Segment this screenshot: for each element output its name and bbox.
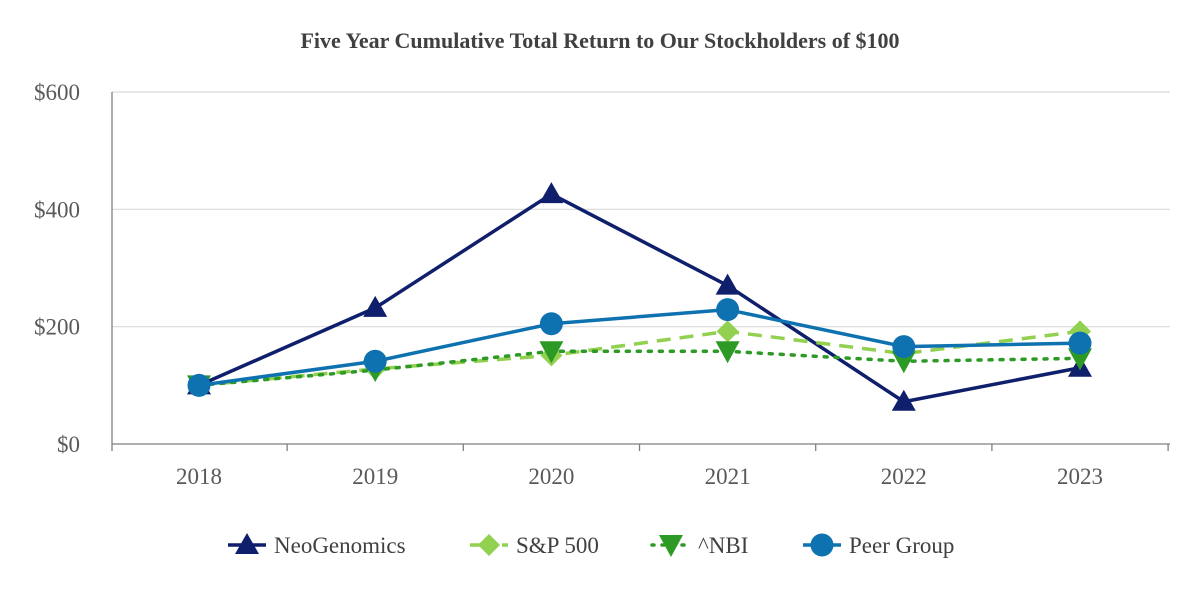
y-tick-label: $600 xyxy=(34,80,80,105)
grid-lines xyxy=(112,91,1170,328)
y-tick-label: $400 xyxy=(34,197,80,222)
data-point xyxy=(1068,331,1092,355)
data-point xyxy=(539,341,564,364)
data-point xyxy=(716,320,739,343)
y-axis-ticks: $0 $200 $400 $600 xyxy=(34,80,80,457)
legend-item: ^NBI xyxy=(650,533,748,558)
legend-item: NeoGenomics xyxy=(228,533,406,558)
series-neogenomics xyxy=(187,182,1092,411)
data-point xyxy=(715,341,740,364)
data-point xyxy=(363,295,388,317)
legend-label: NeoGenomics xyxy=(274,533,406,558)
legend-label: S&P 500 xyxy=(516,533,599,558)
data-point xyxy=(1068,348,1092,371)
legend-marker xyxy=(810,533,834,557)
x-axis-ticks: 2018 2019 2020 2021 2022 2023 xyxy=(111,444,1169,489)
chart-title: Five Year Cumulative Total Return to Our… xyxy=(300,28,899,53)
series-line xyxy=(197,349,1082,388)
data-point xyxy=(715,273,740,295)
x-tick-label: 2020 xyxy=(528,464,574,489)
series-line xyxy=(198,307,1081,388)
data-point xyxy=(891,389,916,411)
legend-item: Peer Group xyxy=(803,533,954,558)
data-point xyxy=(187,373,211,397)
y-tick-label: $0 xyxy=(57,432,80,457)
legend: NeoGenomics S&P 500 ^NBI Peer Group xyxy=(228,533,954,558)
x-tick-label: 2021 xyxy=(705,464,751,489)
series-line xyxy=(198,329,1081,388)
data-point xyxy=(539,312,563,336)
legend-marker xyxy=(478,534,500,556)
y-tick-label: $200 xyxy=(34,315,80,340)
data-point xyxy=(539,182,564,204)
series-line xyxy=(198,192,1081,404)
legend-marker xyxy=(659,535,683,557)
legend-marker xyxy=(235,533,259,554)
x-tick-label: 2019 xyxy=(352,464,398,489)
data-point xyxy=(892,335,916,359)
x-tick-label: 2023 xyxy=(1057,464,1103,489)
data-point xyxy=(716,298,740,322)
data-point xyxy=(363,349,387,373)
axes xyxy=(111,92,1170,445)
series-lines xyxy=(187,182,1092,411)
legend-label: Peer Group xyxy=(849,533,954,558)
legend-item: S&P 500 xyxy=(470,533,599,558)
x-tick-label: 2018 xyxy=(176,464,222,489)
series-peer-group xyxy=(187,298,1092,397)
data-point xyxy=(891,351,916,374)
legend-label: ^NBI xyxy=(698,533,748,558)
x-tick-label: 2022 xyxy=(881,464,927,489)
